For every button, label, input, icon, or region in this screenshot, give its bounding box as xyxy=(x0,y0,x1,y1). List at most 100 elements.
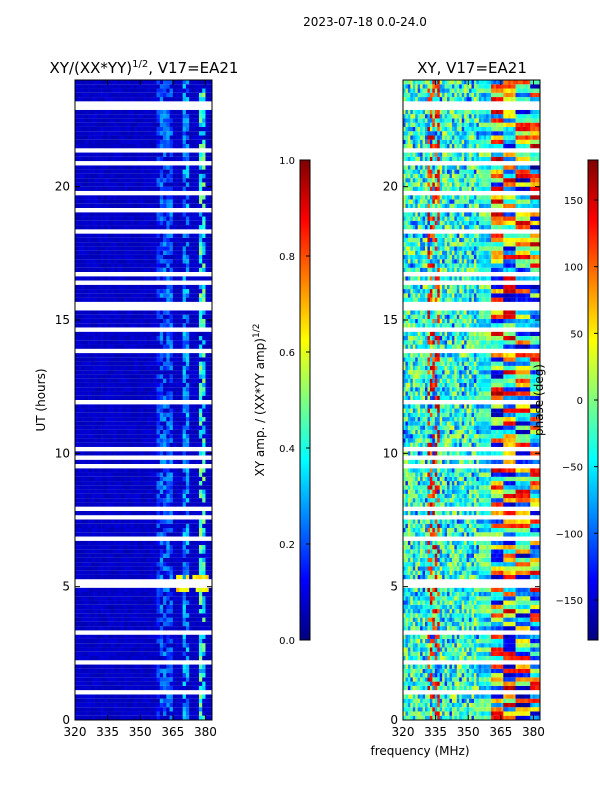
amp-cell xyxy=(156,592,161,597)
amp-cell xyxy=(202,596,206,601)
amp-cell xyxy=(97,566,102,571)
amp-cell xyxy=(153,715,157,720)
amp-cell xyxy=(176,391,180,396)
amp-cell xyxy=(163,694,167,699)
amp-cell xyxy=(130,353,135,358)
amp-cell xyxy=(127,587,131,592)
amp-cell xyxy=(159,694,164,699)
amp-cell xyxy=(104,702,108,708)
amp-cell xyxy=(182,378,187,383)
amp-cell xyxy=(182,434,187,439)
amp-cell xyxy=(120,668,125,674)
amp-cell xyxy=(179,613,183,618)
amp-cell xyxy=(97,685,102,691)
amp-cell xyxy=(156,681,161,686)
amp-cell xyxy=(156,519,161,524)
amp-row xyxy=(75,139,213,144)
amp-cell xyxy=(94,284,99,290)
amp-cell xyxy=(198,139,203,144)
amp-cell xyxy=(179,263,183,268)
amp-gap-row xyxy=(75,455,212,460)
amp-cell xyxy=(179,135,183,140)
amp-cell xyxy=(176,173,180,179)
amp-cell xyxy=(205,297,210,302)
amp-cell xyxy=(205,587,210,592)
amp-cell xyxy=(136,702,141,708)
amp-cell xyxy=(172,382,177,388)
amp-cell xyxy=(189,353,193,358)
amp-cell xyxy=(130,711,135,716)
amp-row xyxy=(75,481,213,486)
amp-cell xyxy=(182,681,187,686)
amp-cell xyxy=(107,566,112,571)
amp-cell xyxy=(172,681,177,686)
amp-cell xyxy=(117,387,121,392)
amp-cell xyxy=(94,570,99,575)
amp-cell xyxy=(205,600,210,605)
amp-cell xyxy=(150,570,154,575)
amp-cell xyxy=(91,557,95,563)
amp-cell xyxy=(172,220,177,226)
amp-cell xyxy=(91,656,95,661)
amp-cell xyxy=(88,715,92,720)
amp-cell xyxy=(91,651,95,656)
amp-cell xyxy=(123,677,128,682)
amp-cell xyxy=(84,476,89,482)
amp-cell xyxy=(104,643,108,648)
amp-cell xyxy=(195,485,200,490)
amp-cell xyxy=(192,131,196,136)
amp-gap-row xyxy=(75,583,212,588)
amp-cell xyxy=(88,510,92,516)
amp-cell xyxy=(101,387,105,392)
amp-cell xyxy=(133,694,138,699)
amp-cell xyxy=(176,276,180,281)
amp-cell xyxy=(179,698,183,703)
amp-cell xyxy=(84,259,89,264)
amp-cell xyxy=(195,634,200,639)
amp-cell xyxy=(198,702,203,708)
amp-cell xyxy=(156,242,161,247)
amp-cell xyxy=(166,468,170,473)
amp-cell xyxy=(75,715,79,720)
amp-cell xyxy=(117,656,121,661)
amp-cell xyxy=(127,472,131,477)
amp-cell xyxy=(91,195,95,200)
amp-cell xyxy=(136,336,141,341)
amp-cell xyxy=(205,570,210,575)
amp-cell xyxy=(179,408,183,413)
amp-cell xyxy=(166,195,170,200)
amp-cell xyxy=(133,131,138,136)
amp-cell xyxy=(185,476,190,482)
amp-cell xyxy=(172,613,177,618)
amp-cell xyxy=(205,169,210,174)
amp-cell xyxy=(140,144,144,149)
amp-cell xyxy=(114,429,118,435)
amp-cell xyxy=(97,408,102,413)
amp-cell xyxy=(91,519,95,524)
amp-cell xyxy=(156,374,161,379)
amp-cell xyxy=(81,647,86,652)
amp-cell xyxy=(101,233,105,238)
amp-cell xyxy=(127,310,131,315)
amp-cell xyxy=(120,617,125,622)
amp-cell xyxy=(179,242,183,247)
amp-cell xyxy=(185,314,190,319)
amp-cell xyxy=(205,638,210,644)
amp-cell xyxy=(120,528,125,533)
amp-cell xyxy=(94,668,99,674)
amp-cell xyxy=(84,502,89,507)
amp-row xyxy=(75,237,213,243)
amp-cell xyxy=(169,404,174,409)
amp-cell xyxy=(159,382,164,388)
amp-cell xyxy=(101,442,105,447)
amp-cell xyxy=(91,135,95,140)
amp-cell xyxy=(208,668,213,674)
amp-cell xyxy=(179,310,183,315)
amp-cell xyxy=(78,656,82,661)
amp-cell xyxy=(91,284,95,290)
amp-cell xyxy=(75,173,79,179)
amp-cell xyxy=(189,481,193,486)
amp-cell xyxy=(117,365,121,371)
amp-cell xyxy=(192,318,196,324)
amp-cell xyxy=(127,195,131,200)
